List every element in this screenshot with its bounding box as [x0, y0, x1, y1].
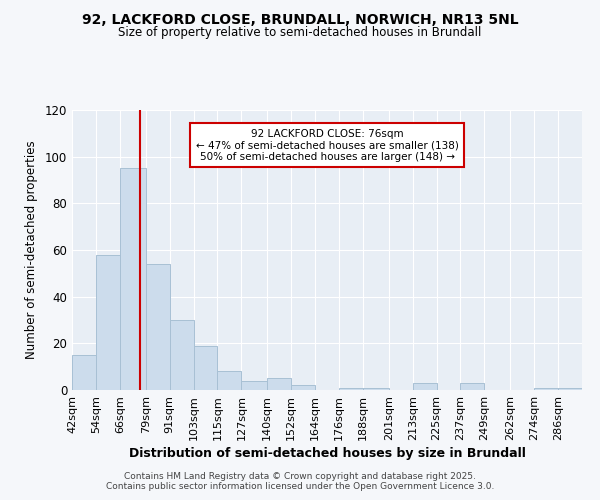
Bar — [267, 378, 291, 390]
Bar — [72, 355, 96, 390]
Text: Contains HM Land Registry data © Crown copyright and database right 2025.: Contains HM Land Registry data © Crown c… — [124, 472, 476, 481]
Bar — [241, 380, 267, 390]
X-axis label: Distribution of semi-detached houses by size in Brundall: Distribution of semi-detached houses by … — [128, 447, 526, 460]
Bar — [170, 320, 194, 390]
Bar — [460, 383, 484, 390]
Text: Contains public sector information licensed under the Open Government Licence 3.: Contains public sector information licen… — [106, 482, 494, 491]
Text: 92, LACKFORD CLOSE, BRUNDALL, NORWICH, NR13 5NL: 92, LACKFORD CLOSE, BRUNDALL, NORWICH, N… — [82, 12, 518, 26]
Bar — [194, 346, 217, 390]
Bar — [217, 372, 241, 390]
Bar — [120, 168, 146, 390]
Bar — [534, 388, 558, 390]
Bar — [363, 388, 389, 390]
Bar — [558, 388, 582, 390]
Text: Size of property relative to semi-detached houses in Brundall: Size of property relative to semi-detach… — [118, 26, 482, 39]
Text: 92 LACKFORD CLOSE: 76sqm
← 47% of semi-detached houses are smaller (138)
50% of : 92 LACKFORD CLOSE: 76sqm ← 47% of semi-d… — [196, 128, 458, 162]
Bar — [96, 254, 120, 390]
Y-axis label: Number of semi-detached properties: Number of semi-detached properties — [25, 140, 38, 360]
Bar — [413, 383, 437, 390]
Bar — [146, 264, 170, 390]
Bar — [339, 388, 363, 390]
Bar — [291, 386, 315, 390]
